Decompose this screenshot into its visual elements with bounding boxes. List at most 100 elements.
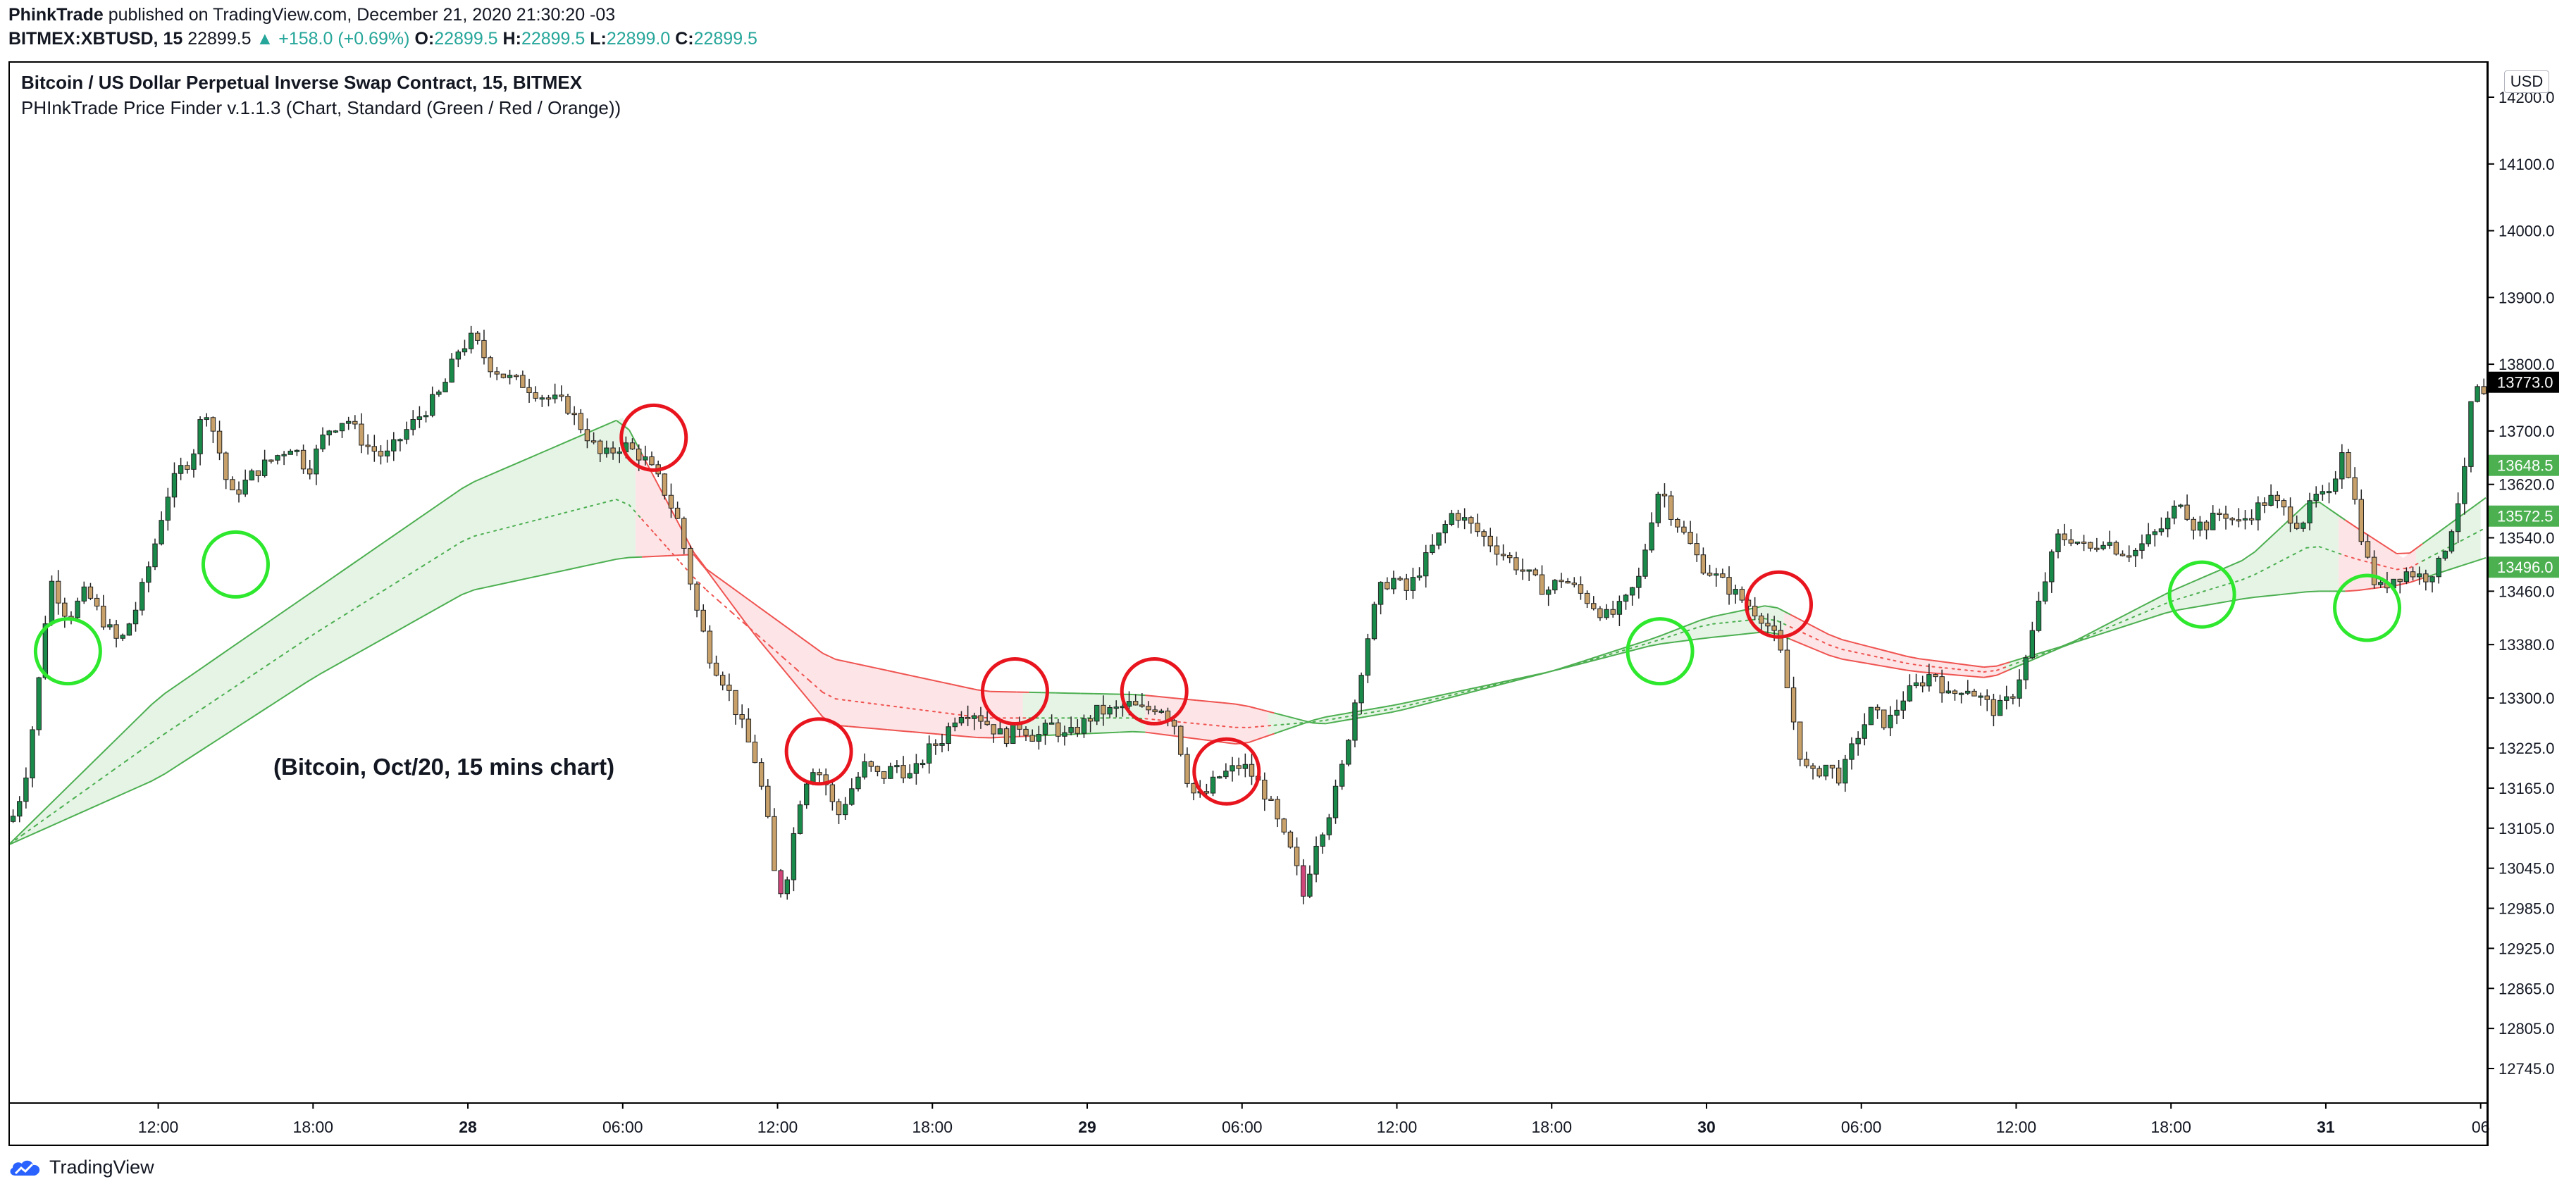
band-upper-line: [1170, 697, 1184, 700]
band-lower-line: [164, 765, 178, 775]
band-lower-line: [964, 735, 978, 739]
indicator-legend[interactable]: PHInkTrade Price Finder v.1.1.3 (Chart, …: [21, 97, 621, 118]
band-mid-line: [1609, 649, 1623, 656]
price-tag-label: 13572.5: [2497, 508, 2553, 525]
band-upper-line: [203, 657, 217, 668]
candle: [1855, 737, 1861, 745]
band-mid-line: [1712, 621, 1727, 625]
candle: [185, 465, 190, 470]
sell-signal-circle: [784, 717, 853, 786]
band-lower-line: [216, 731, 230, 742]
band-lower-line: [1828, 654, 1843, 660]
candle: [868, 761, 874, 767]
band-mid-line: [177, 716, 192, 726]
band-lower-line: [1881, 665, 1894, 669]
band-upper-line: [2332, 510, 2346, 521]
candle: [2010, 696, 2016, 699]
time-axis[interactable]: 12:00 18:00 28 06:00 12:00 18:00 29 06:00 12:00 1…: [8, 1102, 2489, 1136]
band-lower-line: [1041, 734, 1055, 737]
band-mid-line: [215, 690, 230, 700]
band-mid-line: [1970, 670, 1985, 673]
band-upper-line: [526, 453, 540, 461]
candle: [2255, 502, 2261, 521]
band-mid-line: [1919, 664, 1933, 668]
candle: [2281, 500, 2287, 508]
candle: [933, 743, 939, 746]
candle: [1487, 535, 1493, 547]
candle: [197, 419, 203, 454]
band-lower-line: [1854, 660, 1869, 665]
candle: [75, 600, 80, 618]
band-lower-line: [1906, 669, 1920, 673]
band-mid-line: [1686, 625, 1701, 632]
band-mid-line: [1196, 723, 1210, 726]
band-mid-line: [460, 535, 476, 543]
band-upper-line: [293, 594, 307, 606]
band-lower-line: [1416, 697, 1430, 702]
candle: [36, 677, 42, 730]
candle: [1771, 625, 1777, 631]
band-upper-line: [964, 686, 978, 691]
currency-button[interactable]: USD: [2504, 70, 2549, 93]
candle: [2210, 512, 2216, 530]
candle: [1765, 623, 1771, 627]
band-mid-line: [1660, 634, 1676, 640]
candle: [2236, 519, 2242, 522]
candle: [1835, 767, 1842, 784]
band-lower-line: [551, 569, 565, 574]
band-mid-line: [1531, 672, 1547, 677]
candle: [275, 455, 280, 461]
candle: [1481, 531, 1487, 537]
candle: [2365, 541, 2371, 558]
candle: [649, 456, 655, 466]
band-mid-line: [1325, 717, 1340, 721]
author-name[interactable]: PhinkTrade: [8, 5, 104, 25]
candle: [1675, 518, 1680, 528]
band-upper-line: [396, 523, 411, 535]
band-mid-line: [2473, 527, 2487, 535]
band-fill-green: [2416, 502, 2481, 580]
candle: [1075, 727, 1080, 734]
candle: [152, 543, 158, 568]
candle: [739, 714, 745, 720]
candle: [352, 421, 358, 425]
candle: [1900, 700, 1906, 711]
footer-brand[interactable]: TradingView: [7, 1157, 154, 1178]
candle: [378, 451, 384, 456]
band-mid-line: [564, 509, 578, 513]
band-mid-line: [396, 573, 411, 583]
candle: [849, 788, 855, 805]
candle: [1661, 493, 1668, 497]
band-upper-line: [2035, 649, 2049, 655]
band-mid-line: [757, 635, 772, 648]
band-upper-line: [318, 577, 333, 587]
band-upper-line: [1699, 616, 1714, 621]
band-lower-line: [2370, 586, 2384, 590]
band-lower-line: [900, 730, 913, 733]
band-lower-line: [2460, 561, 2475, 567]
band-upper-line: [48, 792, 62, 806]
price-tick-label: 14000.0: [2498, 223, 2555, 240]
candle: [952, 722, 958, 728]
candle: [1404, 578, 1409, 591]
price-axis[interactable]: 12745.0 12805.0 12865.0 12925.0 12985.0 13045…: [2487, 61, 2555, 1146]
band-mid-line: [1725, 620, 1740, 623]
candle: [1430, 544, 1435, 554]
band-mid-line: [331, 613, 347, 623]
candle: [539, 397, 545, 400]
candle: [1971, 690, 1977, 697]
band-mid-line: [2344, 554, 2359, 561]
candle: [2119, 554, 2126, 556]
candle: [1565, 581, 1571, 584]
candle: [410, 418, 416, 430]
candle: [1597, 608, 1603, 618]
candle: [1823, 764, 1829, 777]
price-tick-label: 13460.0: [2498, 583, 2555, 600]
band-upper-line: [848, 661, 862, 666]
chart-annotation: (Bitcoin, Oct/20, 15 mins chart): [273, 754, 615, 780]
price-tag: [2489, 454, 2559, 476]
band-upper-line: [1287, 716, 1301, 721]
band-mid-line: [848, 699, 862, 703]
candle: [2397, 578, 2403, 583]
